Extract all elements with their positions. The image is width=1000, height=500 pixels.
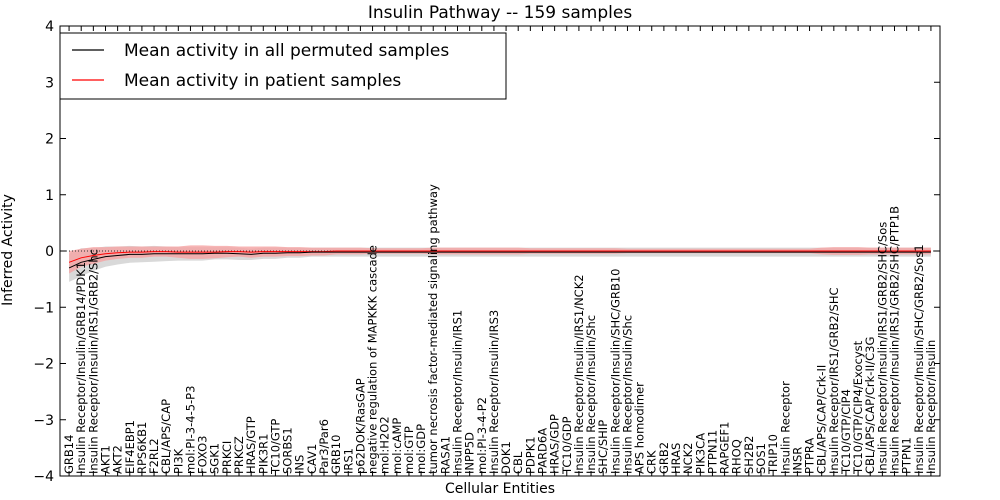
category-label: INPP5D xyxy=(463,432,477,474)
category-label: RPS6KB1 xyxy=(135,422,149,474)
category-label: DOK1 xyxy=(499,441,513,474)
category-label: mol:H2O2 xyxy=(378,416,392,474)
y-tick-label: 0 xyxy=(45,244,54,260)
y-tick-label: 4 xyxy=(45,19,54,35)
category-label: mol:PI-3-4-5-P3 xyxy=(184,386,198,474)
category-label: PRKCI xyxy=(220,441,234,474)
category-label: PTPN1 xyxy=(900,437,914,474)
category-label: negative regulation of MAPKKK cascade xyxy=(366,245,380,474)
category-label: RASA1 xyxy=(438,436,452,474)
legend-entry: Mean activity in all permuted samples xyxy=(124,41,449,61)
series-lines xyxy=(68,250,931,269)
category-label: HRAS xyxy=(669,443,683,474)
category-label: Insulin Receptor/Insulin/GRB14/PDK1 xyxy=(74,262,88,474)
category-label: SOS1 xyxy=(754,443,768,474)
y-tick-label: 1 xyxy=(45,188,54,204)
category-label: mol:GTP xyxy=(402,426,416,474)
category-label: AKT2 xyxy=(111,445,125,474)
category-label: TC10/GDP xyxy=(560,416,574,475)
category-label: Par3/Par6 xyxy=(317,419,331,474)
category-label: AKT1 xyxy=(99,445,113,474)
category-label: NCK2 xyxy=(681,443,695,475)
category-label: GRB10 xyxy=(329,435,343,474)
category-label: SORBS1 xyxy=(281,427,295,474)
y-tick-label: −2 xyxy=(33,357,54,373)
legend-entry: Mean activity in patient samples xyxy=(124,71,401,91)
category-label: HRAS/GTP xyxy=(244,416,258,474)
chart-title: Insulin Pathway -- 159 samples xyxy=(368,3,633,23)
category-label: Insulin Receptor/Insulin/IRS3 xyxy=(487,310,501,474)
category-label: GRB2 xyxy=(657,442,671,474)
category-label: p62DOK/RasGAP xyxy=(353,378,367,474)
category-label: CBL/APS/CAP xyxy=(159,399,173,474)
legend: Mean activity in all permuted samples Mea… xyxy=(59,32,507,100)
category-label: PIK3R1 xyxy=(256,434,270,475)
category-label: Insulin Receptor/Insulin/IRS1/GRB2/SHC/P… xyxy=(888,206,902,474)
category-label: HRAS/GDP xyxy=(548,414,562,474)
category-label: APS homodimer xyxy=(633,382,647,474)
category-label: mol:cAMP xyxy=(390,418,404,474)
category-label: mol:GDP xyxy=(414,424,428,474)
category-label: CAV1 xyxy=(305,444,319,474)
category-label: TC10/GTP/CIP4 xyxy=(839,389,853,475)
category-label: CBL/APS/CAP/Crk-II/C3G xyxy=(863,337,877,474)
category-label: INS xyxy=(293,455,307,474)
category-label: TRIP10 xyxy=(766,434,780,475)
line-series-0 xyxy=(68,251,931,269)
category-label: PI3K xyxy=(171,448,185,474)
category-label: RHOQ xyxy=(730,439,744,474)
category-label: mol:PI-3-4-P2 xyxy=(475,397,489,474)
category-label: RAPGEF1 xyxy=(718,422,732,474)
category-label: SHC/SHIP xyxy=(596,420,610,474)
category-label: CBL xyxy=(511,451,525,474)
category-label: Insulin Receptor/Insulin/Shc xyxy=(584,315,598,474)
category-label: PRKCZ xyxy=(232,436,246,474)
category-label: tumor necrosis factor-mediated signaling… xyxy=(426,184,440,474)
category-label: SGK1 xyxy=(208,443,222,474)
y-tick-label: 2 xyxy=(45,132,54,148)
plot-frame xyxy=(59,25,941,477)
category-label: Insulin Receptor/Insulin/SHC/GRB2/Sos1 xyxy=(912,244,926,474)
category-label: Insulin Receptor/Insulin/IRS1 xyxy=(451,310,465,474)
x-axis-label: Cellular Entities xyxy=(445,481,555,497)
category-label: Insulin Receptor/Insulin/IRS1/NCK2 xyxy=(572,274,586,474)
category-label: PDPK1 xyxy=(523,436,537,474)
category-label: CRK xyxy=(645,450,659,474)
category-label: PIK3CA xyxy=(693,433,707,474)
category-label: PARD6A xyxy=(536,428,550,474)
line-series-1 xyxy=(68,250,931,263)
category-label: GRB14 xyxy=(62,435,76,474)
y-axis-ticks: 4 3 2 1 0 −1 −2 −3 −4 xyxy=(33,19,940,485)
y-tick-label: −4 xyxy=(33,469,54,485)
y-tick-label: 3 xyxy=(45,75,54,91)
x-axis-ticks xyxy=(68,26,932,476)
category-label: Insulin Receptor/Insulin/Shc xyxy=(621,315,635,474)
category-label: IRS1 xyxy=(341,448,355,474)
category-label: Insulin Receptor/Insulin/IRS1/GRB2/Shc xyxy=(86,249,100,474)
category-label: PTPRA xyxy=(803,438,817,474)
category-label: INSR xyxy=(790,447,804,474)
category-label: CBL/APS/CAP/Crk-II xyxy=(815,365,829,474)
legend-box xyxy=(59,32,507,100)
category-label: Insulin Receptor/IRS1/GRB2/SHC xyxy=(827,287,841,474)
y-tick-label: −1 xyxy=(33,300,54,316)
category-label: TC10/GTP/CIP4/Exocyst xyxy=(851,340,865,475)
y-axis-label: Inferred Activity xyxy=(0,194,16,306)
category-label: F2RL2 xyxy=(147,438,161,474)
category-label: TC10/GTP xyxy=(268,419,282,475)
category-label: Insulin Receptor/Insulin/SHC/GRB10 xyxy=(608,269,622,474)
y-tick-label: −3 xyxy=(33,413,54,429)
category-label: Insulin Receptor/Insulin/IRS1/GRB2/SHC/S… xyxy=(875,222,889,474)
category-label: Insulin Receptor xyxy=(778,381,792,474)
category-label: EIF4EBP1 xyxy=(123,420,137,474)
category-label: SH2B2 xyxy=(742,436,756,474)
category-label: PTPN11 xyxy=(705,430,719,474)
category-label: Insulin Receptor/Insulin xyxy=(924,340,938,474)
category-label: FOXO3 xyxy=(196,436,210,474)
